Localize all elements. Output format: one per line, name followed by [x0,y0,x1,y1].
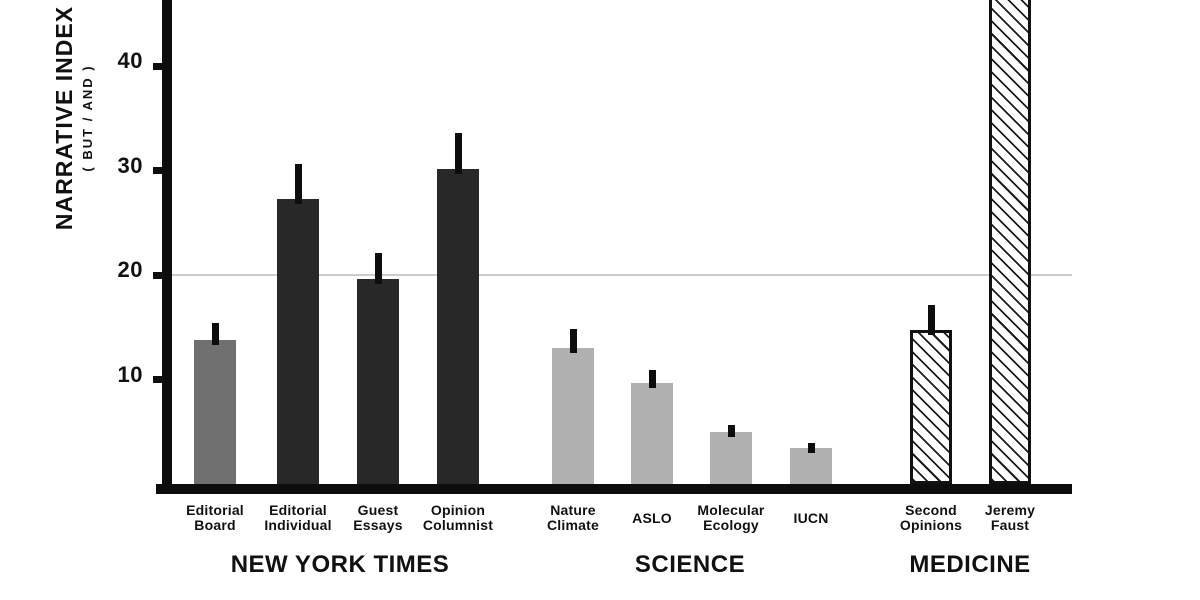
group-label-science: SCIENCE [634,551,746,578]
bar-nature-climate [552,348,594,484]
category-label-editorial-individual: Editorial Individual [264,502,332,533]
category-label-jeremy-faust: Jeremy Faust [984,502,1036,533]
y-axis-tick-30 [153,167,163,174]
y-axis-title-main: NARRATIVE INDEX [51,5,77,231]
bar-editorial-individual [277,199,319,484]
error-bar-guest-essays [374,253,382,284]
y-axis-tick-label-10: 10 [117,361,143,387]
x-axis-line [156,484,1072,494]
bar-molecular-ecology [710,432,752,484]
y-axis-tick-label-20: 20 [117,257,143,282]
bar-aslo [631,383,673,484]
y-axis-line [162,0,172,494]
error-bar-editorial-individual [294,164,302,204]
category-label-editorial-board: Editorial Board [186,502,244,533]
error-bar-nature-climate [569,329,577,353]
y-axis-tick-40 [153,62,163,70]
y-axis-tick-label-40: 40 [117,48,143,73]
bar-editorial-board [194,340,236,484]
y-axis-title: NARRATIVE INDEX ( BUT / AND ) [51,0,95,268]
bar-second-opinions [910,330,952,484]
y-axis-tick-label-30: 30 [117,152,143,178]
bar-iucn [790,448,832,484]
category-label-aslo: ASLO [632,509,672,526]
category-label-opinion-columnist: Opinion Columnist [422,502,494,533]
reference-gridline-20 [172,274,1072,276]
bar-opinion-columnist [437,169,479,484]
y-axis-tick-10 [153,376,163,383]
bar-jeremy-faust [989,0,1031,484]
error-bar-editorial-board [211,323,219,345]
category-label-second-opinions: Second Opinions [899,502,963,533]
bar-guest-essays [357,279,399,484]
category-label-iucn: IUCN [793,509,829,526]
error-bar-iucn [807,443,815,453]
group-label-new-york-times: NEW YORK TIMES [230,551,450,578]
category-label-nature-climate: Nature Climate [547,502,599,533]
error-bar-aslo [648,370,656,388]
error-bar-opinion-columnist [454,133,462,174]
error-bar-molecular-ecology [727,425,735,437]
category-label-guest-essays: Guest Essays [353,502,403,533]
y-axis-tick-20 [153,271,163,279]
category-label-molecular-ecology: Molecular Ecology [697,502,765,533]
group-label-medicine: MEDICINE [909,551,1031,578]
error-bar-second-opinions [927,305,935,335]
y-axis-title-sub: ( BUT / AND ) [80,64,95,172]
